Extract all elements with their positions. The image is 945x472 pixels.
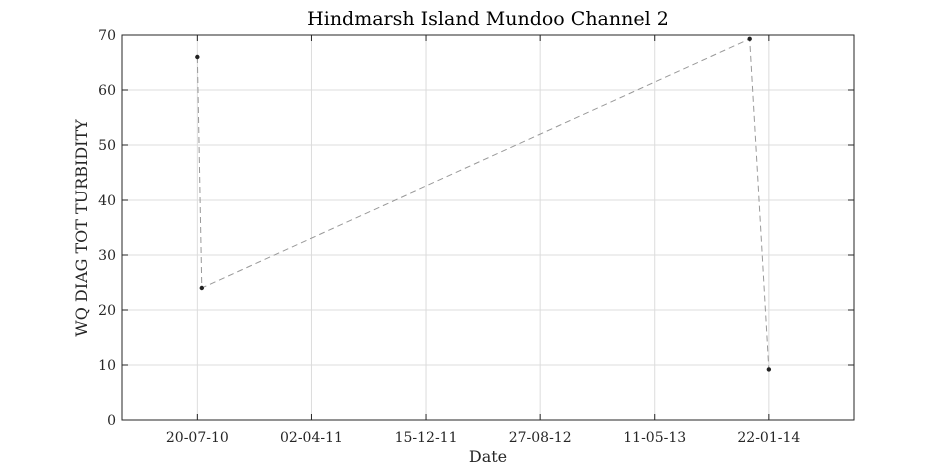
x-tick-label: 11-05-13: [623, 430, 686, 446]
x-tick-label: 15-12-11: [395, 430, 458, 446]
plot-border: [121, 34, 855, 421]
y-axis-label: WQ DIAG TOT TURBIDITY: [72, 119, 91, 337]
series-line: [196, 38, 770, 370]
y-tick-label: 50: [98, 138, 116, 154]
data-series: [195, 36, 772, 372]
x-tick-label: 02-04-11: [280, 430, 343, 446]
data-point: [199, 285, 204, 291]
data-point: [747, 36, 752, 42]
x-tick-label: 27-08-12: [509, 430, 572, 446]
y-tick-label: 20: [98, 303, 116, 319]
axis-ticks: 20-07-10 02-04-11 15-12-11 27-08-12 11-05-13…: [98, 28, 854, 446]
plot-area: [122, 35, 854, 420]
y-tick-label: 60: [98, 83, 116, 99]
x-axis-label: Date: [469, 447, 507, 466]
y-tick-label: 70: [98, 28, 116, 44]
x-tick-label: 20-07-10: [166, 430, 229, 446]
x-tick-label: 22-01-14: [737, 430, 800, 446]
chart-title: Hindmarsh Island Mundoo Channel 2: [307, 8, 669, 30]
y-tick-label: 0: [107, 413, 116, 429]
y-tick-label: 30: [98, 248, 116, 264]
data-point: [195, 54, 200, 60]
y-tick-label: 40: [98, 193, 116, 209]
y-tick-label: 10: [98, 358, 116, 374]
data-point: [766, 367, 772, 372]
